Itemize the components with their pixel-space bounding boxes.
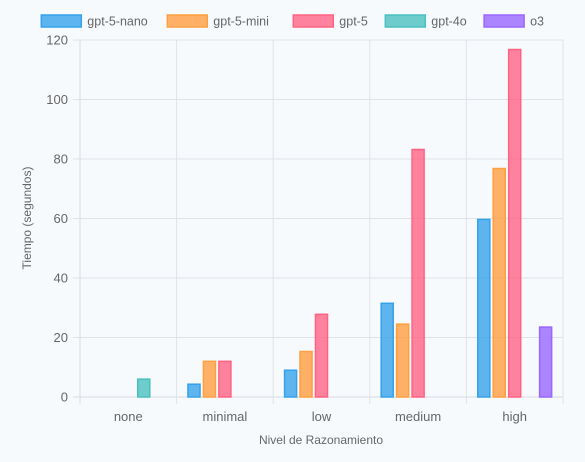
bar-gpt-5-low[interactable] xyxy=(314,313,329,398)
bar-gpt-5-nano-low[interactable] xyxy=(283,369,298,398)
bar-gpt-5-mini-low[interactable] xyxy=(299,350,313,398)
legend-label: o3 xyxy=(530,15,544,29)
bar-gpt-4o-none[interactable] xyxy=(136,378,151,398)
bar-gpt-5-nano-minimal[interactable] xyxy=(187,383,201,398)
x-axis-ticks: none minimal low medium high xyxy=(114,409,527,424)
x-tick-label: low xyxy=(312,409,332,424)
bar-gpt-5-mini-medium[interactable] xyxy=(395,323,410,398)
legend-swatch xyxy=(483,14,525,28)
y-tick-label: 100 xyxy=(46,92,68,107)
bar-gpt-5-medium[interactable] xyxy=(411,148,425,398)
y-tick-label: 120 xyxy=(46,33,68,48)
legend-label: gpt-5 xyxy=(339,15,368,29)
legend-swatch xyxy=(292,14,335,28)
legend-item-gpt-5[interactable]: gpt-5 xyxy=(292,14,368,29)
y-tick-label: 60 xyxy=(54,211,68,226)
y-tick-label: 20 xyxy=(54,330,68,345)
x-tick-label: high xyxy=(502,409,527,424)
x-tick-label: medium xyxy=(395,409,441,424)
bar-gpt-5-nano-high[interactable] xyxy=(477,218,491,398)
legend-label: gpt-4o xyxy=(431,15,466,29)
legend-item-gpt-5-nano[interactable]: gpt-5-nano xyxy=(40,14,148,29)
legend-label: gpt-5-nano xyxy=(87,15,148,29)
y-tick-label: 80 xyxy=(54,152,68,167)
x-axis-title: Nivel de Razonamiento xyxy=(259,433,383,447)
y-axis-ticks: 0 20 40 60 80 100 120 xyxy=(46,33,68,405)
y-axis-title: Tiempo (segundos) xyxy=(20,167,34,270)
legend-swatch xyxy=(40,14,83,28)
bars xyxy=(136,48,553,398)
bar-gpt-5-mini-minimal[interactable] xyxy=(202,360,217,398)
x-tick-label: none xyxy=(114,409,143,424)
bar-gpt-5-nano-medium[interactable] xyxy=(380,302,394,398)
legend-swatch xyxy=(166,14,209,28)
legend-swatch xyxy=(384,14,427,28)
y-tick-label: 0 xyxy=(61,390,68,405)
y-tick-label: 40 xyxy=(54,271,68,286)
legend-item-gpt-5-mini[interactable]: gpt-5-mini xyxy=(166,14,269,29)
grid-lines xyxy=(73,39,564,404)
bar-o3-high[interactable] xyxy=(538,326,553,398)
chart-legend[interactable]: gpt-5-nano gpt-5-mini gpt-5 gpt-4o o3 xyxy=(40,14,544,29)
bar-gpt-5-high[interactable] xyxy=(507,48,522,398)
x-tick-label: minimal xyxy=(203,409,248,424)
legend-label: gpt-5-mini xyxy=(213,15,269,29)
legend-item-o3[interactable]: o3 xyxy=(483,14,544,29)
bar-gpt-5-mini-high[interactable] xyxy=(492,167,507,398)
bar-gpt-5-minimal[interactable] xyxy=(218,360,232,398)
legend-item-gpt-4o[interactable]: gpt-4o xyxy=(384,14,467,29)
